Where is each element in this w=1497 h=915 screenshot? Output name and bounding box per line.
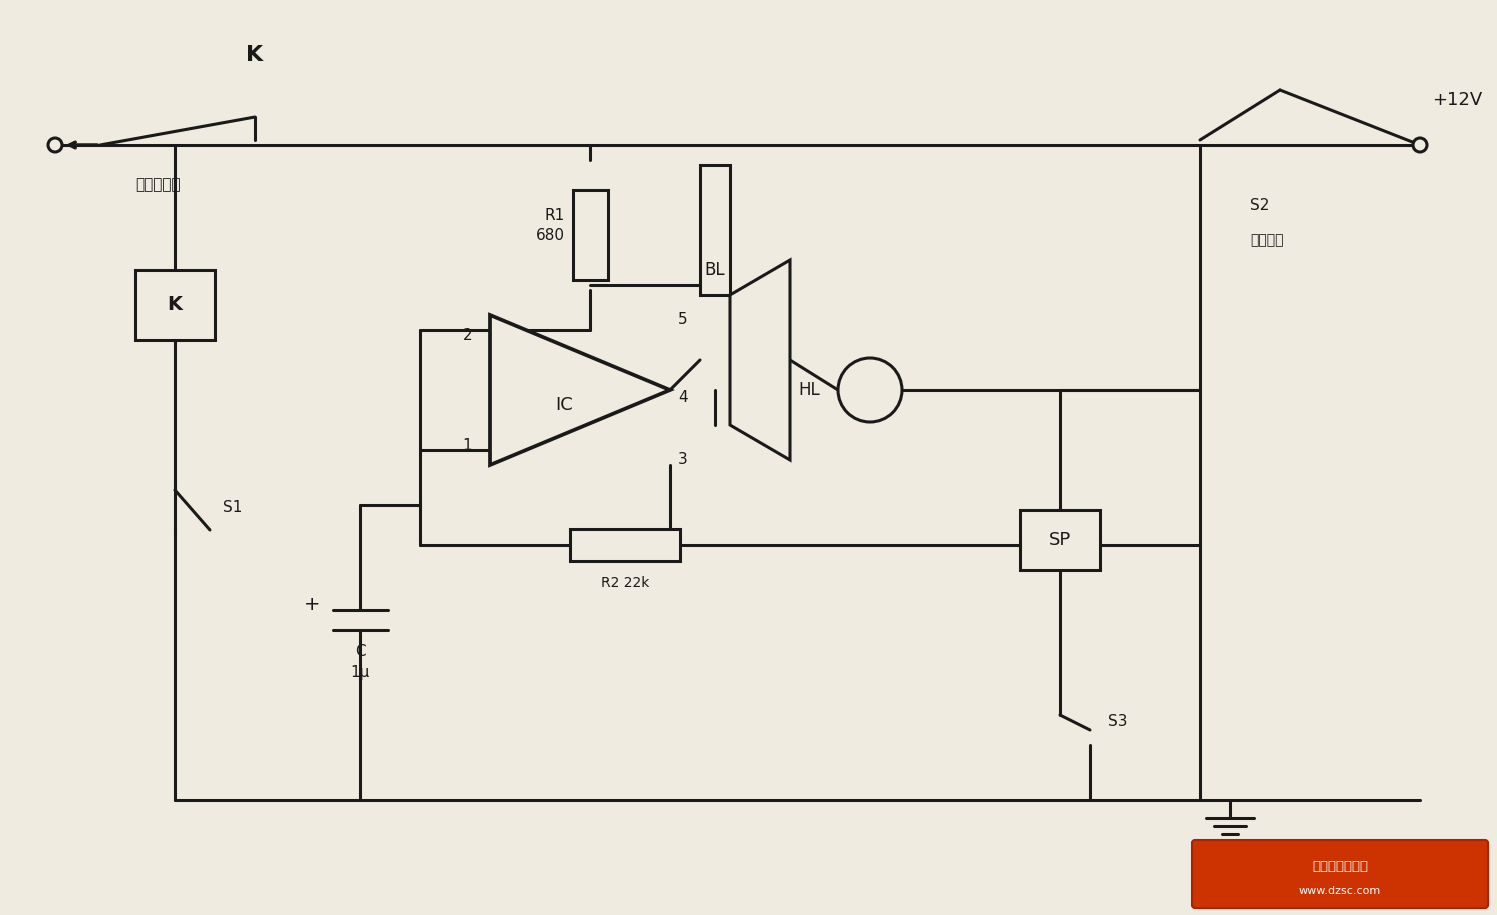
Text: www.dzsc.com: www.dzsc.com <box>1299 886 1382 896</box>
Text: 点火开关: 点火开关 <box>1250 233 1283 247</box>
Text: C: C <box>355 644 365 660</box>
Text: 1μ: 1μ <box>350 664 370 680</box>
Bar <box>1019 510 1100 570</box>
Text: K: K <box>247 45 263 65</box>
Text: S3: S3 <box>1108 715 1127 729</box>
Text: SP: SP <box>1049 531 1072 549</box>
Text: 5: 5 <box>678 313 687 328</box>
Bar <box>135 270 216 340</box>
Text: 至点火线圈: 至点火线圈 <box>135 178 181 192</box>
Text: 1: 1 <box>463 437 472 453</box>
FancyBboxPatch shape <box>1192 840 1488 908</box>
Text: 4: 4 <box>678 391 687 405</box>
Text: IC: IC <box>555 396 573 414</box>
Text: 680: 680 <box>536 228 564 242</box>
Text: 维库电子市场网: 维库电子市场网 <box>1311 860 1368 874</box>
Circle shape <box>838 358 903 422</box>
Text: +12V: +12V <box>1433 91 1482 109</box>
Circle shape <box>1413 138 1427 152</box>
Text: R1: R1 <box>545 208 564 222</box>
Polygon shape <box>490 315 671 465</box>
Text: K: K <box>168 296 183 315</box>
Text: +: + <box>304 596 320 615</box>
Text: 2: 2 <box>463 328 472 342</box>
Bar <box>701 165 731 295</box>
Text: BL: BL <box>705 261 726 279</box>
Text: R2 22k: R2 22k <box>600 576 650 590</box>
Text: S1: S1 <box>223 500 243 514</box>
Circle shape <box>48 138 61 152</box>
Bar <box>572 190 608 280</box>
Bar <box>570 529 680 561</box>
Polygon shape <box>731 260 790 460</box>
Text: S2: S2 <box>1250 198 1269 212</box>
Text: 3: 3 <box>678 453 687 468</box>
Text: HL: HL <box>798 381 820 399</box>
